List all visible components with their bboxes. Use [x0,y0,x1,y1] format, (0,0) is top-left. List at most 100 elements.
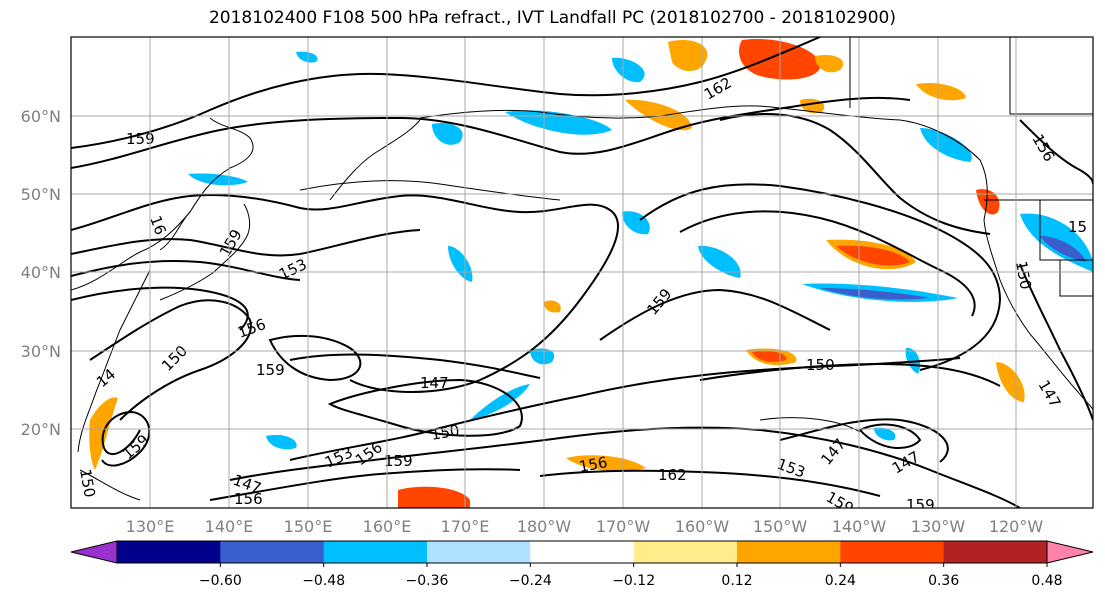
contour-line [639,183,1002,371]
colorbar-labels: −0.60 −0.48 −0.36 −0.24 −0.12 0.12 0.24 0.36 0.4… [199,563,1063,589]
contour-label: 159 [643,285,675,319]
contour-label: 15 [1068,218,1087,236]
contour-label: 159 [823,488,857,518]
lat-label: 60°N [21,107,61,126]
contour-label: 150 [430,421,461,444]
colorbar-box [323,541,428,563]
contour-label: 156 [235,315,268,342]
contour-line [719,113,991,235]
contour-line [779,418,949,463]
contour-line [1019,119,1093,185]
contour-label: 162 [701,74,735,104]
lat-label: 30°N [21,342,61,361]
contour-line [89,299,252,421]
contour-label: 156 [352,438,386,469]
lon-label: 150°W [753,517,808,536]
lon-label: 170°E [441,517,490,536]
contour-line [299,180,561,201]
shade-patch [566,455,646,472]
colorbar-box [427,541,531,563]
contour-label: 159 [384,452,413,470]
contour-line [79,469,141,501]
map-frame [70,36,1094,509]
shade-patch [296,51,318,63]
shade-patch [530,348,555,365]
contour-label: 159 [906,496,935,514]
shade-patch [612,57,645,83]
contour-line [599,288,831,341]
colorbar-tick-label: 0.24 [825,573,856,589]
contour-line [101,410,151,467]
colorbar-box [220,541,325,563]
lon-label: 120°W [989,517,1044,536]
shade-patch [920,128,972,162]
contour-layer-thin [79,180,861,501]
contour-line [71,193,620,393]
shade-patch [976,189,1000,215]
shade-patch [698,245,741,278]
contour-label: 14 [93,365,119,391]
colorbar-tick-label: −0.24 [509,573,552,589]
colorbar-box [943,541,1048,563]
contour-label: 150 [806,356,835,374]
contour-label: 159 [256,361,285,379]
lon-axis: 130°E 140°E 150°E 160°E 170°E 180°W 170°… [126,517,1044,536]
contour-label: 147 [817,435,849,469]
border-alaska [849,37,1093,115]
map-title: 2018102400 F108 500 hPa refract., IVT La… [208,8,896,28]
colorbar: −0.60 −0.48 −0.36 −0.24 −0.12 0.12 0.24 0.36 0.4… [70,540,1094,589]
contour-label: 147 [1035,377,1065,411]
shade-patch [820,288,930,300]
coastline-kamchatka [329,119,421,201]
colorbar-box [117,541,221,563]
lon-label: 170°W [596,517,651,536]
contour-label: 159 [216,226,246,260]
shade-patch [448,246,473,282]
colorbar-box [840,541,945,563]
lon-label: 140°W [832,517,887,536]
colorbar-boxes [116,540,1048,564]
colorbar-tick-label: 0.12 [721,573,752,589]
lat-label: 40°N [21,263,61,282]
shade-patch [752,351,787,362]
border-canada-us [984,199,1093,261]
coastline-aleutians [419,109,661,119]
contour-label: 150 [76,468,99,499]
contour-line [858,423,922,450]
colorbar-box [737,541,841,563]
colorbar-tick-label: 0.36 [928,573,959,589]
shade-patch [470,384,530,420]
contour-line [209,468,521,501]
shade-patch [996,362,1025,402]
contour-label: 147 [889,448,923,478]
lat-label: 50°N [21,185,61,204]
contour-line [289,353,541,379]
lon-label: 150°E [284,517,333,536]
contour-label: 150 [158,342,191,375]
contour-label: 156 [234,490,263,508]
shade-patch [916,82,966,101]
colorbar-tick-label: −0.60 [199,573,242,589]
contour-layer [71,37,1093,508]
contour-label: 159 [126,130,155,148]
contour-line [539,469,881,497]
lon-label: 130°W [911,517,966,536]
shade-patch [188,173,248,186]
contour-line [679,210,976,317]
lon-label: 130°E [126,517,175,536]
contour-label: 156 [578,453,609,476]
contour-line [327,378,523,437]
contour-line [71,96,911,169]
contour-label: 16 [146,213,169,237]
shade-patch [432,122,463,145]
gridlines [71,37,1093,508]
contour-line [268,334,362,382]
shading-layer [89,38,1093,508]
colorbar-extend-high [1046,540,1094,564]
contour-line [759,417,861,433]
contour-label: 156 [1029,131,1059,165]
colorbar-tick-label: −0.12 [612,573,655,589]
contour-label: 159 [119,431,153,463]
shade-patch [815,54,844,73]
